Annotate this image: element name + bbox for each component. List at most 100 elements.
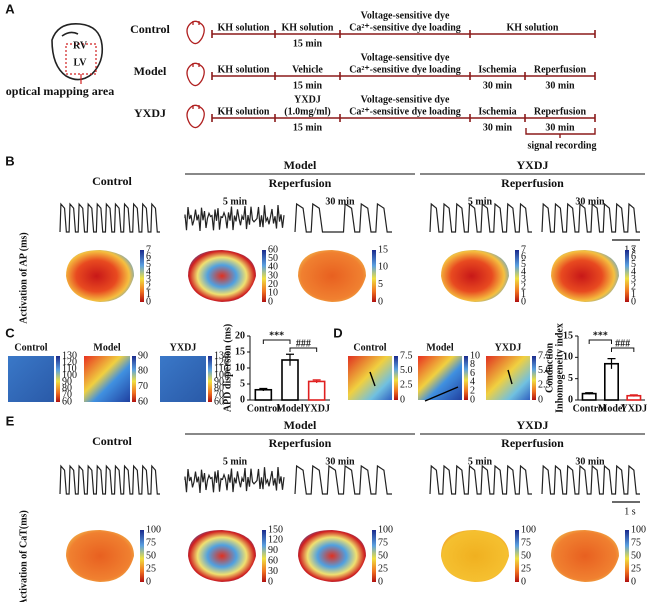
colorbar-tick: 100 — [214, 370, 229, 381]
colorbar-tick: 6 — [631, 252, 636, 263]
colorbar-tick: 1 — [631, 289, 636, 300]
sig-label: ### — [615, 338, 630, 349]
time-label: 5 min — [468, 196, 493, 207]
heat-map — [8, 356, 54, 402]
step-label: Ischemia — [478, 106, 516, 117]
step-label: Ischemia — [478, 64, 516, 75]
step-label: KH solution — [282, 22, 334, 33]
colorbar-tick: 2 — [631, 281, 636, 292]
recording-label: signal recording — [528, 140, 597, 151]
colorbar-tick: 60 — [214, 396, 224, 407]
colorbar-tick: 75 — [521, 537, 531, 548]
colorbar-tick: 5.0 — [538, 365, 551, 376]
colorbar-tick: 7.5 — [538, 350, 551, 361]
colorbar-tick: 6 — [146, 252, 151, 263]
panel-label: C — [5, 325, 15, 340]
y-tick-label: 5 — [568, 373, 573, 384]
y-axis-title: Inhomogeneity index — [554, 323, 565, 413]
colorbar-tick: 7 — [631, 244, 636, 255]
colorbar-tick: 0 — [400, 394, 405, 405]
step-label: (1.0mg/ml) — [284, 106, 330, 117]
colorbar — [515, 250, 519, 302]
colorbar-tick: 100 — [521, 524, 536, 535]
map-label: Control — [353, 342, 386, 353]
colorbar-tick: 80 — [138, 366, 148, 377]
colorbar-tick: 70 — [62, 390, 72, 401]
bar — [307, 380, 326, 401]
colorbar-tick: 75 — [631, 537, 641, 548]
step-label: Vehicle — [292, 64, 323, 75]
colorbar — [532, 356, 536, 400]
colorbar — [262, 530, 266, 582]
colorbar-tick: 120 — [62, 357, 77, 368]
colorbar-tick: 3 — [146, 274, 151, 285]
step-label: Voltage-sensitive dye — [361, 52, 450, 63]
step-label: KH solution — [218, 22, 270, 33]
group-label: YXDJ — [517, 158, 549, 172]
group-sub: Reperfusion — [501, 176, 564, 190]
bar — [254, 388, 273, 401]
colorbar-tick: 7.5 — [400, 350, 413, 361]
colorbar-tick: 0 — [146, 576, 151, 587]
step-time: 30 min — [545, 122, 575, 133]
panel-label: A — [5, 1, 15, 16]
colorbar — [372, 530, 376, 582]
colorbar-tick: 50 — [378, 550, 388, 561]
colorbar-tick: 60 — [62, 396, 72, 407]
sig-label: ### — [296, 338, 311, 349]
heart-icon — [186, 104, 205, 129]
heat-map — [298, 250, 366, 302]
colorbar-tick: 1 — [146, 289, 151, 300]
sig-bracket — [262, 339, 291, 344]
colorbar — [140, 250, 144, 302]
colorbar-tick: 2 — [470, 385, 475, 396]
heat-map — [188, 530, 256, 582]
heart-icon — [186, 20, 205, 45]
y-tick-label: 10 — [235, 362, 245, 373]
colorbar-tick: 100 — [62, 370, 77, 381]
y-tick-label: 10 — [563, 352, 573, 363]
bar — [603, 362, 619, 401]
map-label: Model — [93, 342, 120, 353]
colorbar-tick: 2.5 — [400, 380, 413, 391]
colorbar-tick: 100 — [631, 524, 646, 535]
arrow — [507, 369, 513, 385]
colorbar-tick: 4 — [631, 267, 636, 278]
sig-bracket — [289, 347, 318, 352]
colorbar-tick: 10 — [268, 288, 278, 299]
step-label: KH solution — [218, 106, 270, 117]
error-bar — [259, 387, 268, 392]
trace — [184, 205, 285, 231]
colorbar-tick: 75 — [146, 537, 156, 548]
group-label: Model — [284, 158, 317, 172]
label: RV — [73, 40, 88, 51]
heat-map — [160, 356, 206, 402]
step-label: KH solution — [507, 22, 559, 33]
time-label: 5 min — [468, 456, 493, 467]
map-label: Model — [426, 342, 453, 353]
error-bar — [585, 392, 594, 395]
colorbar-tick: 80 — [62, 383, 72, 394]
recording-bracket — [525, 128, 596, 138]
error-bar — [286, 353, 294, 366]
scale-label: 1 s — [624, 506, 636, 517]
arrow — [424, 386, 459, 402]
heat-map — [551, 530, 619, 582]
mapping-area — [65, 43, 97, 75]
bar — [581, 392, 597, 401]
sig-bracket — [611, 347, 635, 352]
time-label: 5 min — [223, 196, 248, 207]
colorbar-tick: 1 — [521, 289, 526, 300]
trace — [541, 464, 640, 495]
y-axis-title: APD dispersion (ms) — [222, 324, 233, 412]
x-tick-label: Control — [247, 403, 280, 414]
colorbar-tick: 3 — [631, 274, 636, 285]
colorbar-tick: 0 — [631, 296, 636, 307]
bar — [281, 359, 299, 401]
colorbar-tick: 30 — [268, 566, 278, 577]
step-label: KH solution — [218, 64, 270, 75]
colorbar-tick: 150 — [268, 524, 283, 535]
colorbar-tick: 10 — [470, 350, 480, 361]
colorbar-tick: 25 — [146, 563, 156, 574]
group-label: Model — [284, 418, 317, 432]
